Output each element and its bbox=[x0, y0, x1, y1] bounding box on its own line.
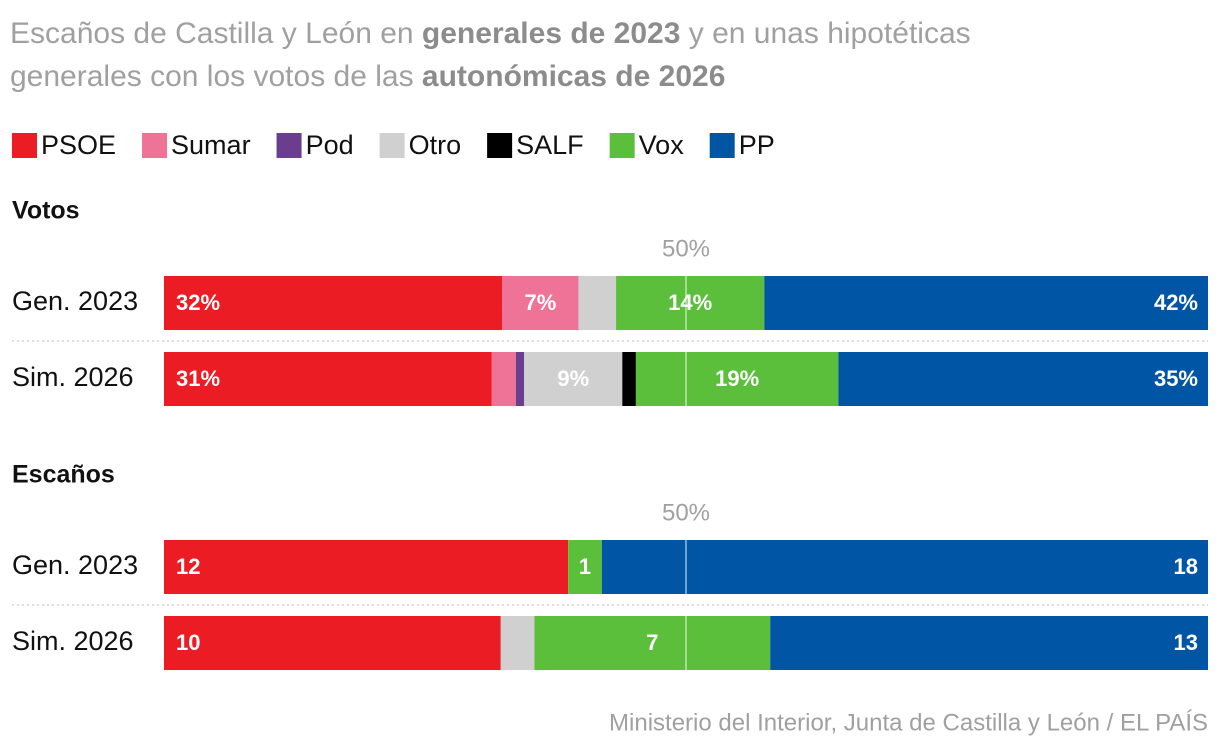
legend-swatch bbox=[276, 133, 302, 158]
data-label: 10 bbox=[176, 630, 200, 655]
legend-swatch bbox=[142, 133, 168, 158]
legend-swatch bbox=[609, 133, 635, 158]
bar-segment: PSOE bbox=[164, 352, 492, 406]
data-label: 13 bbox=[1174, 630, 1198, 655]
bar-segment: SALF bbox=[622, 352, 636, 406]
bar-segment: Vox bbox=[534, 616, 771, 670]
bar-segment: PSOE bbox=[164, 276, 503, 330]
section-title: Escaños bbox=[12, 461, 115, 489]
data-label: 42% bbox=[1154, 290, 1198, 315]
data-label: 9% bbox=[557, 366, 589, 391]
y-tick-label: Sim. 2026 bbox=[12, 626, 134, 656]
bar-segment: Sumar bbox=[502, 276, 579, 330]
y-tick-label: Gen. 2023 bbox=[12, 550, 138, 580]
data-label: 19% bbox=[715, 366, 759, 391]
data-label: 7% bbox=[524, 290, 556, 315]
legend-swatch bbox=[379, 133, 405, 158]
bar-segment: PSOE bbox=[164, 540, 569, 594]
title-part: generales con los votos de las bbox=[10, 60, 422, 93]
bar-segment: Sumar bbox=[491, 352, 516, 406]
chart-title: Escaños de Castilla y León en generales … bbox=[10, 17, 971, 50]
source: Ministerio del Interior, Junta de Castil… bbox=[609, 709, 1208, 736]
data-label: 18 bbox=[1174, 554, 1198, 579]
legend-label: Vox bbox=[639, 130, 685, 160]
data-label: 12 bbox=[176, 554, 200, 579]
bar-segment: Pod bbox=[515, 352, 525, 406]
bar-segment: Otro bbox=[500, 616, 535, 670]
x-tick-label: 50% bbox=[662, 235, 710, 262]
bar-segment: Vox bbox=[635, 352, 839, 406]
title-part: autonómicas de 2026 bbox=[422, 60, 725, 93]
data-label: 7 bbox=[646, 630, 658, 655]
y-tick-label: Gen. 2023 bbox=[12, 286, 138, 316]
bar-segment: PP bbox=[764, 276, 1208, 330]
data-label: 1 bbox=[579, 554, 591, 579]
title-part: y en unas hipotéticas bbox=[680, 17, 970, 50]
data-label: 32% bbox=[176, 290, 220, 315]
legend-label: SALF bbox=[516, 130, 584, 160]
legend-swatch bbox=[487, 133, 513, 158]
bar-segment: PSOE bbox=[164, 616, 501, 670]
title-part: Escaños de Castilla y León en bbox=[10, 17, 422, 50]
legend-swatch bbox=[12, 133, 37, 158]
bar-segment: Vox bbox=[568, 540, 602, 594]
legend-label: Pod bbox=[306, 130, 354, 160]
data-label: 35% bbox=[1154, 366, 1198, 391]
legend-swatch bbox=[709, 133, 735, 158]
legend-label: PSOE bbox=[41, 130, 116, 160]
data-label: 14% bbox=[668, 290, 712, 315]
x-tick-label: 50% bbox=[662, 499, 710, 526]
y-tick-label: Sim. 2026 bbox=[12, 362, 134, 392]
chart-title: generales con los votos de las autonómic… bbox=[10, 60, 725, 93]
legend-label: Otro bbox=[409, 130, 462, 160]
bar-segment: Otro bbox=[578, 276, 617, 330]
bar-segment: PP bbox=[770, 616, 1208, 670]
section-title: Votos bbox=[12, 197, 80, 225]
data-label: 31% bbox=[176, 366, 220, 391]
bar-segment: PP bbox=[838, 352, 1208, 406]
bar-segment: Otro bbox=[524, 352, 623, 406]
bar-segment: Vox bbox=[616, 276, 765, 330]
title-part: generales de 2023 bbox=[422, 17, 681, 50]
legend-label: Sumar bbox=[171, 130, 251, 160]
legend-label: PP bbox=[739, 130, 775, 160]
bar-segment: PP bbox=[601, 540, 1208, 594]
